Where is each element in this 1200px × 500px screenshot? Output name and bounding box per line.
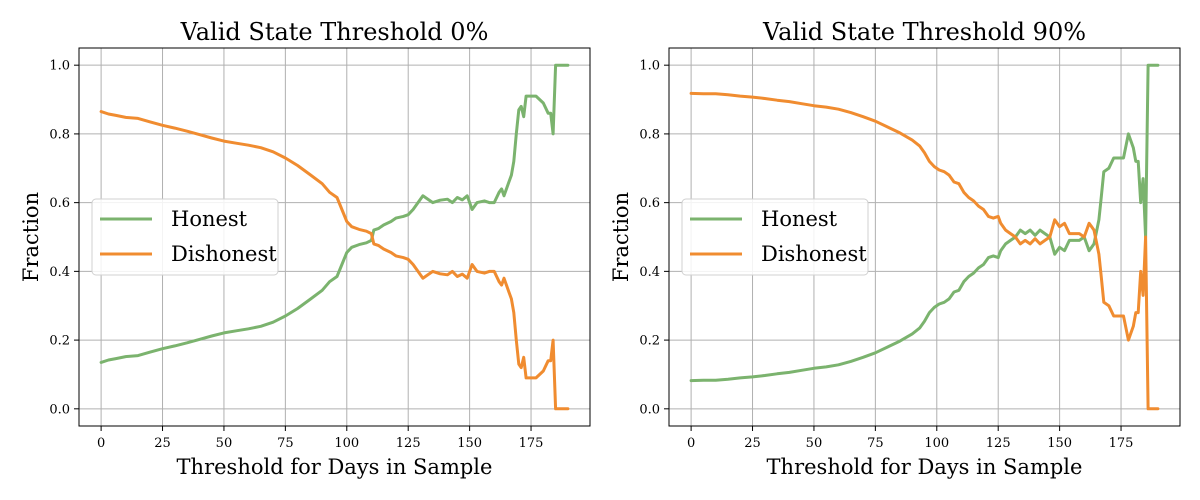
- legend: Honest Dishonest: [91, 198, 279, 276]
- x-tick-label: 25: [154, 436, 171, 451]
- x-axis-label: Threshold for Days in Sample: [767, 455, 1083, 479]
- x-tick-label: 0: [687, 436, 695, 451]
- chart-panel-honest-dishonest-0pct: 0 25 50 75 100 125 150 175 0.0 0.2 0.4 0.6 0.8 1.0 Va…: [19, 18, 591, 479]
- legend-label-honest: Honest: [761, 207, 838, 231]
- x-tick-label: 0: [97, 436, 105, 451]
- y-axis-label: Fraction: [609, 192, 633, 282]
- y-tick-label: 0.8: [49, 127, 70, 142]
- y-axis-label: Fraction: [19, 192, 43, 282]
- legend-label-dishonest: Dishonest: [171, 242, 277, 266]
- y-tick-label: 1.0: [49, 59, 70, 74]
- x-tick-label: 75: [277, 436, 294, 451]
- legend: Honest Dishonest: [681, 198, 869, 276]
- x-tick-label: 25: [744, 436, 761, 451]
- chart-title: Valid State Threshold 90%: [762, 18, 1086, 46]
- legend-label-honest: Honest: [171, 207, 248, 231]
- y-tick-label: 0.6: [49, 196, 70, 211]
- x-tick-label: 150: [457, 436, 482, 451]
- y-tick-label: 0.8: [639, 127, 660, 142]
- series-line-honest: [99, 63, 570, 364]
- axes-frame: [78, 47, 591, 427]
- axes-frame: [668, 47, 1181, 427]
- legend-label-dishonest: Dishonest: [761, 242, 867, 266]
- x-tick-label: 100: [334, 436, 359, 451]
- x-tick-label: 50: [806, 436, 823, 451]
- series-line-honest: [689, 63, 1160, 383]
- y-tick-label: 0.2: [639, 334, 660, 349]
- chart-title: Valid State Threshold 0%: [180, 18, 489, 46]
- y-tick-label: 0.4: [49, 265, 70, 280]
- y-tick-label: 0.0: [49, 402, 70, 417]
- x-tick-label: 125: [396, 436, 421, 451]
- x-tick-label: 175: [519, 436, 544, 451]
- x-tick-label: 100: [924, 436, 949, 451]
- y-tick-label: 0.2: [49, 334, 70, 349]
- x-tick-label: 50: [216, 436, 233, 451]
- series-line-dishonest: [99, 110, 570, 411]
- x-tick-label: 150: [1047, 436, 1072, 451]
- chart-panel-honest-dishonest-90pct: 0 25 50 75 100 125 150 175 0.0 0.2 0.4 0.6 0.8 1.0 Va…: [609, 18, 1181, 479]
- x-tick-label: 75: [867, 436, 884, 451]
- y-tick-label: 1.0: [639, 59, 660, 74]
- x-axis-label: Threshold for Days in Sample: [177, 455, 493, 479]
- y-tick-label: 0.6: [639, 196, 660, 211]
- y-tick-label: 0.0: [639, 402, 660, 417]
- x-tick-label: 175: [1109, 436, 1134, 451]
- series-line-dishonest: [689, 91, 1160, 411]
- y-tick-label: 0.4: [639, 265, 660, 280]
- x-tick-label: 125: [986, 436, 1011, 451]
